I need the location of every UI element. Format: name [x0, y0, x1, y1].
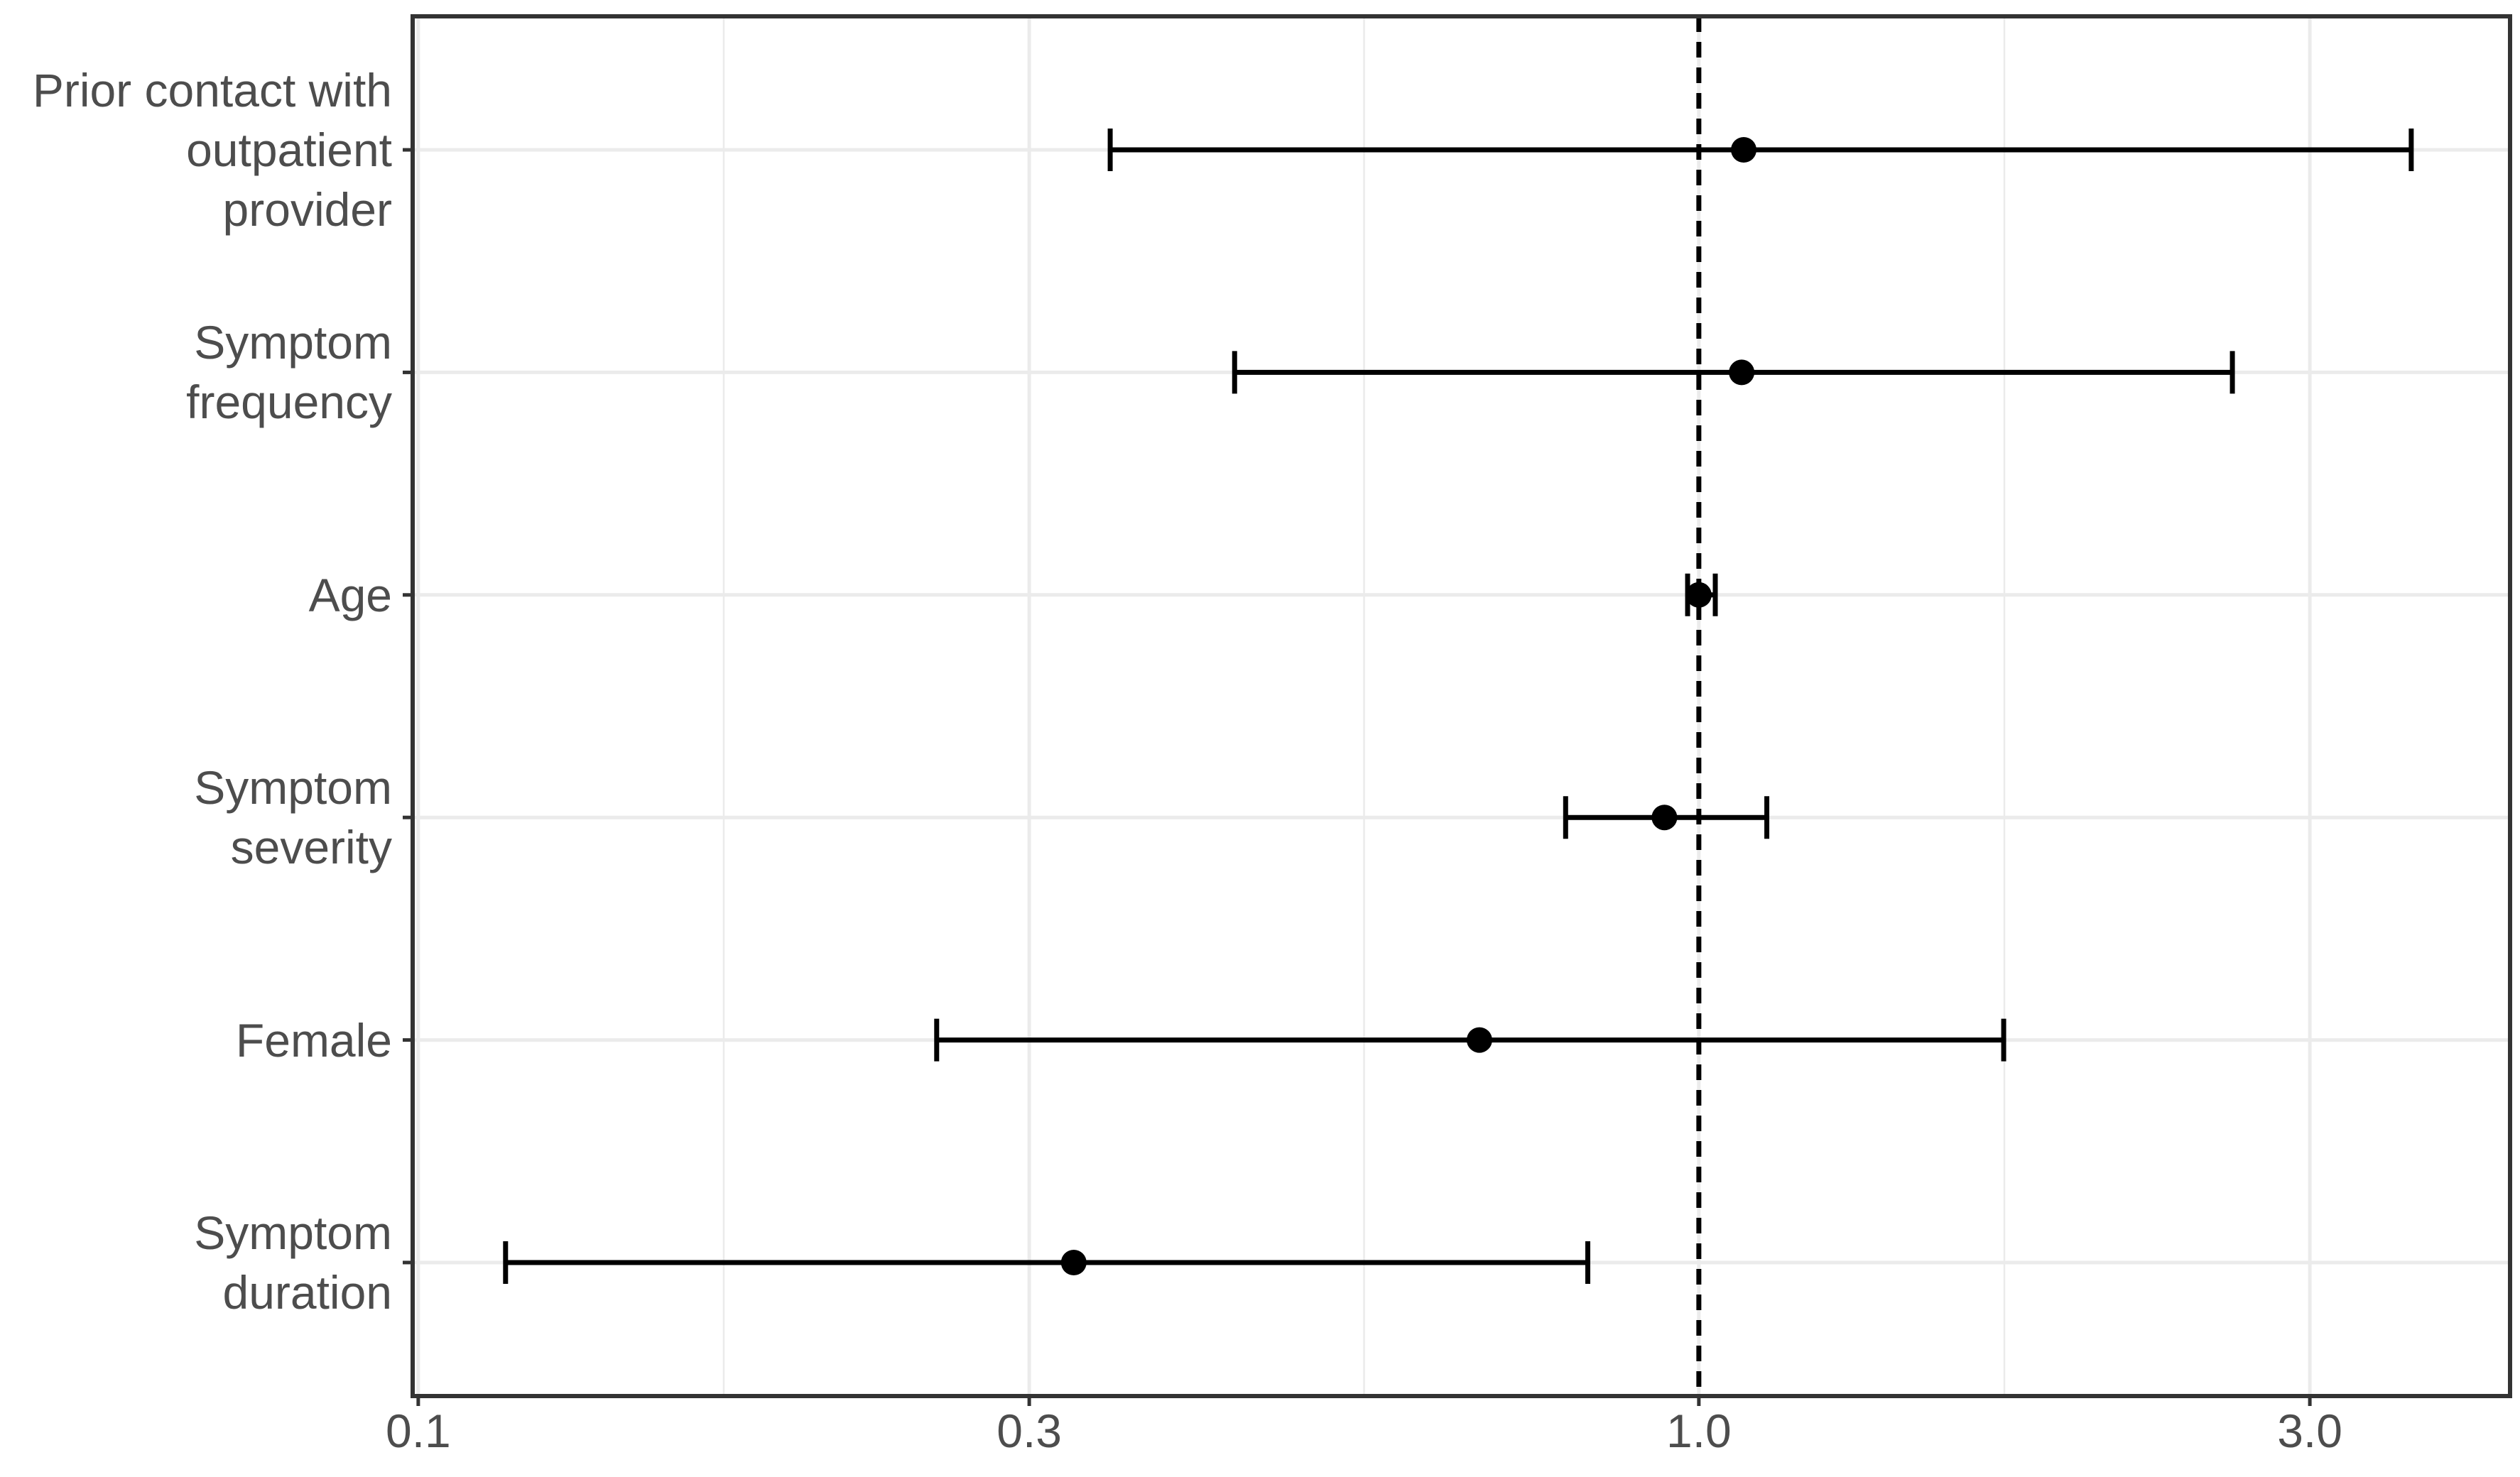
x-tick-label: 0.3	[996, 1405, 1062, 1457]
point	[1651, 805, 1678, 831]
y-tick-label: Symptom severity	[194, 761, 392, 874]
x-tick-label: 3.0	[2277, 1405, 2342, 1457]
point	[1060, 1249, 1087, 1275]
y-tick-label: Symptom frequency	[186, 316, 392, 429]
x-tick-label: 0.1	[386, 1405, 451, 1457]
point	[1466, 1027, 1492, 1053]
x-tick-label: 1.0	[1666, 1405, 1732, 1457]
y-tick-label: Prior contact with outpatient provider	[32, 64, 392, 236]
point	[1685, 582, 1712, 608]
y-tick-label: Age	[308, 568, 392, 621]
point	[1729, 359, 1755, 386]
y-tick-label: Symptom duration	[194, 1206, 392, 1319]
point	[1731, 137, 1757, 163]
plot-border	[411, 14, 2512, 1398]
y-tick-label: Female	[235, 1013, 392, 1067]
